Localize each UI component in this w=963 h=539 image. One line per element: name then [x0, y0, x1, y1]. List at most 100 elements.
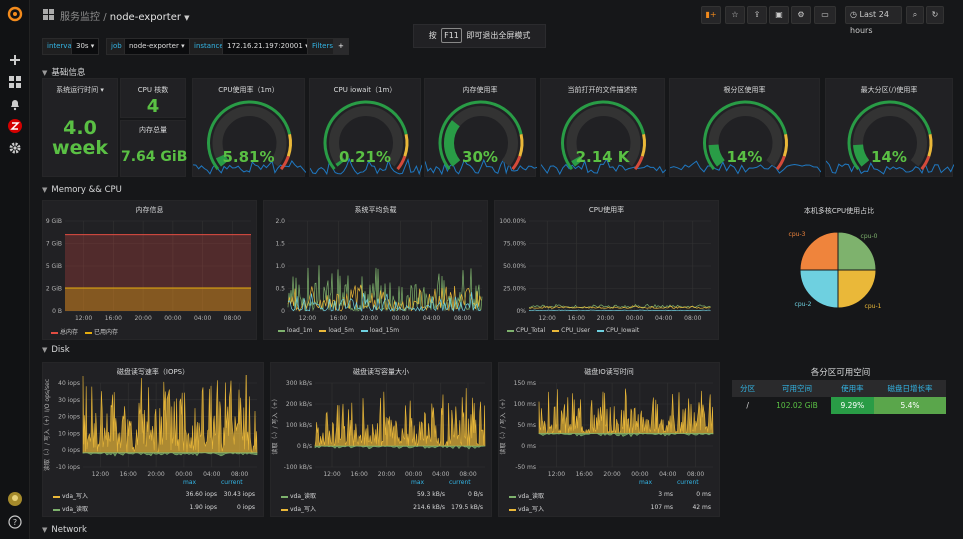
column-header[interactable]: 使用率: [830, 380, 874, 397]
legend-item[interactable]: 总内存: [60, 329, 79, 336]
x-tick-label: 20:00: [378, 471, 395, 478]
legend-header-current[interactable]: current: [677, 479, 699, 486]
legend-header-max[interactable]: max: [639, 479, 653, 486]
x-tick-label: 16:00: [351, 471, 368, 478]
legend-item[interactable]: load_1m: [287, 327, 313, 334]
add-filter-button[interactable]: +: [333, 38, 349, 55]
add-panel-button[interactable]: ▮+: [701, 6, 721, 24]
row-header-basic[interactable]: ▼ 基础信息: [42, 66, 85, 78]
cog-icon: ⚙: [797, 10, 805, 19]
zabbix-icon[interactable]: [8, 119, 22, 133]
legend-swatch: [281, 495, 288, 498]
legend-item[interactable]: load_5m: [328, 327, 354, 334]
bell-icon[interactable]: [8, 97, 22, 111]
panel-title[interactable]: 内存信息: [135, 206, 164, 214]
legend-item[interactable]: CPU_Iowait: [605, 327, 640, 334]
avatar[interactable]: [8, 492, 22, 506]
legend-item[interactable]: load_15m: [369, 327, 400, 334]
panel-title[interactable]: 当前打开的文件描述符: [567, 86, 638, 94]
y-tick-label: 0 iops: [62, 447, 80, 454]
tv-mode-button[interactable]: ▭: [814, 6, 836, 24]
y-tick-label: 50.00%: [503, 263, 526, 270]
share-button[interactable]: ⇪: [747, 6, 767, 24]
legend-row[interactable]: vda_写入 214.6 kB/s 179.5 kB/s: [281, 504, 485, 513]
legend-row[interactable]: vda_写入 36.60 iops 30.43 iops: [53, 491, 257, 500]
panel-title[interactable]: 内存总量: [139, 126, 167, 134]
row-header-memcpu[interactable]: ▼ Memory && CPU: [42, 185, 122, 195]
legend-name: vda_读取: [62, 506, 89, 513]
panel-title[interactable]: 系统平均负载: [354, 206, 397, 214]
legend-item[interactable]: CPU_Total: [516, 327, 546, 334]
legend-item[interactable]: 已用内存: [93, 329, 118, 336]
dashboard-grid-icon: [43, 9, 54, 20]
gauge-threshold: [775, 155, 786, 171]
legend-header-max[interactable]: max: [411, 479, 425, 486]
plus-icon[interactable]: [8, 53, 22, 67]
refresh-button[interactable]: ↻: [926, 6, 944, 24]
column-header[interactable]: 磁盘日增长率: [873, 380, 946, 397]
breadcrumb-folder[interactable]: 服务监控: [60, 12, 100, 23]
legend-row[interactable]: vda_读取 59.3 kB/s 0 B/s: [281, 491, 485, 500]
gauge-value: 0.21%: [338, 148, 392, 166]
panel-title[interactable]: 最大分区(/)使用率: [860, 86, 918, 94]
panel-title[interactable]: CPU使用率: [588, 206, 625, 214]
legend-swatch: [552, 329, 560, 332]
legend-header-current[interactable]: current: [449, 479, 471, 486]
time-picker[interactable]: ◷ Last 24 hours: [845, 6, 902, 35]
row-header-network[interactable]: ▼ Network: [42, 525, 87, 535]
panel-title[interactable]: 磁盘IO读写时间: [584, 368, 634, 376]
x-tick-label: 00:00: [631, 471, 648, 478]
legend-row[interactable]: vda_读取 3 ms 0 ms: [509, 491, 713, 500]
panel-title[interactable]: 本机多核CPU使用占比: [803, 207, 875, 215]
chevron-down-icon[interactable]: ▼: [184, 14, 190, 22]
panel-title[interactable]: CPU iowait（1m）: [333, 86, 397, 94]
dashboards-icon[interactable]: [8, 75, 22, 89]
legend-row[interactable]: vda_读取 1.90 iops 0 iops: [53, 504, 257, 513]
column-header[interactable]: 分区: [732, 380, 764, 397]
variable-select-interval[interactable]: 30s ▾: [71, 38, 100, 55]
legend-item[interactable]: CPU_User: [561, 327, 591, 334]
gauge-value: 14%: [871, 148, 907, 166]
y-tick-label: 100 kB/s: [286, 422, 312, 429]
panel-title[interactable]: CPU使用率（1m）: [218, 86, 279, 94]
panel-title[interactable]: 根分区使用率: [723, 86, 766, 94]
gauge-threshold: [511, 155, 522, 171]
gauge-chart: [826, 100, 954, 175]
panel-title[interactable]: 内存使用率: [462, 86, 498, 94]
series-cpu-total: [528, 303, 711, 308]
y-tick-label: 150 ms: [514, 380, 536, 387]
legend-header-current[interactable]: current: [221, 479, 243, 486]
panel-title[interactable]: 系统运行时间 ▾: [56, 86, 104, 94]
dashboard-title[interactable]: node-exporter: [109, 12, 181, 23]
legend-row[interactable]: vda_写入 107 ms 42 ms: [509, 504, 713, 513]
grafana-logo-icon[interactable]: [7, 6, 23, 22]
save-button[interactable]: ▣: [769, 6, 789, 24]
panel-title[interactable]: 磁盘读写速率（IOPS）: [116, 368, 190, 376]
x-tick-label: 16:00: [120, 471, 137, 478]
help-icon[interactable]: ?: [8, 515, 22, 529]
x-tick-label: 16:00: [576, 471, 593, 478]
row-header-disk[interactable]: ▼ Disk: [42, 345, 70, 355]
gauge-track: [708, 106, 783, 167]
gear-icon[interactable]: [8, 141, 22, 155]
search-minus-icon: ⌕: [912, 10, 918, 19]
pie-slice: [799, 269, 839, 309]
y-tick-label: 300 kB/s: [286, 380, 312, 387]
column-header[interactable]: 可用空间: [763, 380, 831, 397]
variable-select-job[interactable]: node-exporter ▾: [124, 38, 190, 55]
partition-table: 分区 可用空间 使用率 磁盘日增长率 / 102.02 GiB 9.29% 5.…: [732, 380, 946, 414]
breadcrumb[interactable]: 服务监控 / node-exporter ▼: [60, 8, 190, 23]
panel-title[interactable]: 磁盘读写容量大小: [353, 368, 409, 376]
y-tick-label: 100.00%: [499, 218, 526, 225]
variable-select-instance[interactable]: 172.16.21.197:20001 ▾: [222, 38, 314, 55]
zoom-out-button[interactable]: ⌕: [906, 6, 924, 24]
star-button[interactable]: ☆: [725, 6, 745, 24]
panel-title[interactable]: CPU 核数: [137, 86, 169, 94]
legend-header-max[interactable]: max: [183, 479, 197, 486]
y-tick-label: -50 ms: [515, 464, 536, 471]
y-tick-label: 30 iops: [58, 397, 80, 404]
settings-button[interactable]: ⚙: [791, 6, 811, 24]
gauge-panel: 根分区使用率 14%: [669, 78, 821, 177]
panel-title[interactable]: 各分区可用空间: [810, 368, 871, 378]
series-write: [538, 388, 714, 435]
